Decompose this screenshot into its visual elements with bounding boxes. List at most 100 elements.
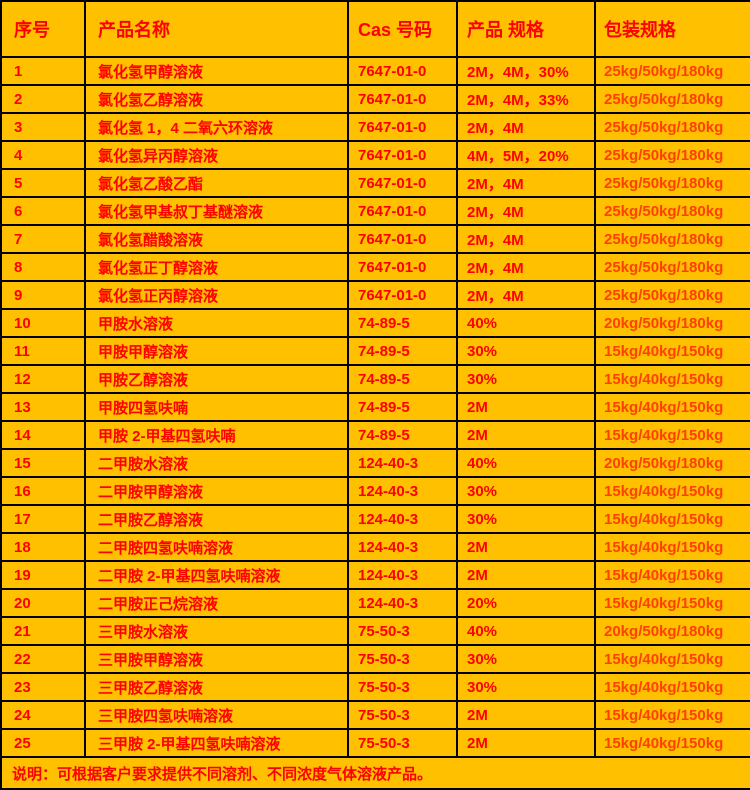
- table-row: 25 三甲胺 2-甲基四氢呋喃溶液 75-50-3 2M 15kg/40kg/150kg: [0, 728, 750, 758]
- column-header-cas: Cas 号码: [347, 0, 458, 58]
- cell-cas: 74-89-5: [347, 364, 458, 394]
- cell-cas: 7647-01-0: [347, 280, 458, 310]
- cell-package: 15kg/40kg/150kg: [594, 588, 750, 618]
- cell-seq: 2: [0, 84, 86, 114]
- cell-spec: 20%: [456, 588, 596, 618]
- cell-product-name: 氯化氢异丙醇溶液: [84, 140, 349, 170]
- cell-product-name: 三甲胺四氢呋喃溶液: [84, 700, 349, 730]
- cell-product-name: 氯化氢甲醇溶液: [84, 56, 349, 86]
- column-header-product: 产品名称: [84, 0, 349, 58]
- table-row: 24 三甲胺四氢呋喃溶液 75-50-3 2M 15kg/40kg/150kg: [0, 700, 750, 730]
- cell-cas: 124-40-3: [347, 532, 458, 562]
- cell-spec: 2M，4M，33%: [456, 84, 596, 114]
- cell-cas: 7647-01-0: [347, 84, 458, 114]
- cell-cas: 7647-01-0: [347, 168, 458, 198]
- cell-product-name: 甲胺甲醇溶液: [84, 336, 349, 366]
- table-body: 1 氯化氢甲醇溶液 7647-01-0 2M，4M，30% 25kg/50kg/180k…: [0, 56, 750, 758]
- cell-package: 25kg/50kg/180kg: [594, 84, 750, 114]
- cell-seq: 12: [0, 364, 86, 394]
- cell-cas: 75-50-3: [347, 644, 458, 674]
- cell-seq: 20: [0, 588, 86, 618]
- table-row: 14 甲胺 2-甲基四氢呋喃 74-89-5 2M 15kg/40kg/150kg: [0, 420, 750, 450]
- cell-product-name: 二甲胺 2-甲基四氢呋喃溶液: [84, 560, 349, 590]
- cell-cas: 7647-01-0: [347, 224, 458, 254]
- table-row: 2 氯化氢乙醇溶液 7647-01-0 2M，4M，33% 25kg/50kg/180k…: [0, 84, 750, 114]
- cell-package: 25kg/50kg/180kg: [594, 168, 750, 198]
- cell-product-name: 甲胺乙醇溶液: [84, 364, 349, 394]
- cell-product-name: 三甲胺水溶液: [84, 616, 349, 646]
- cell-cas: 75-50-3: [347, 700, 458, 730]
- cell-seq: 9: [0, 280, 86, 310]
- table-row: 21 三甲胺水溶液 75-50-3 40% 20kg/50kg/180kg: [0, 616, 750, 646]
- cell-package: 15kg/40kg/150kg: [594, 644, 750, 674]
- cell-package: 25kg/50kg/180kg: [594, 56, 750, 86]
- cell-package: 15kg/40kg/150kg: [594, 420, 750, 450]
- cell-product-name: 氯化氢乙酸乙酯: [84, 168, 349, 198]
- cell-package: 15kg/40kg/150kg: [594, 392, 750, 422]
- cell-spec: 40%: [456, 616, 596, 646]
- cell-seq: 23: [0, 672, 86, 702]
- cell-product-name: 氯化氢乙醇溶液: [84, 84, 349, 114]
- cell-cas: 124-40-3: [347, 504, 458, 534]
- table-row: 7 氯化氢醋酸溶液 7647-01-0 2M，4M 25kg/50kg/180kg: [0, 224, 750, 254]
- table-row: 15 二甲胺水溶液 124-40-3 40% 20kg/50kg/180kg: [0, 448, 750, 478]
- cell-package: 20kg/50kg/180kg: [594, 448, 750, 478]
- cell-package: 20kg/50kg/180kg: [594, 616, 750, 646]
- cell-seq: 24: [0, 700, 86, 730]
- cell-spec: 30%: [456, 476, 596, 506]
- cell-package: 15kg/40kg/150kg: [594, 728, 750, 758]
- cell-seq: 13: [0, 392, 86, 422]
- cell-cas: 7647-01-0: [347, 196, 458, 226]
- table-row: 11 甲胺甲醇溶液 74-89-5 30% 15kg/40kg/150kg: [0, 336, 750, 366]
- table-row: 5 氯化氢乙酸乙酯 7647-01-0 2M，4M 25kg/50kg/180kg: [0, 168, 750, 198]
- table-row: 9 氯化氢正丙醇溶液 7647-01-0 2M，4M 25kg/50kg/180kg: [0, 280, 750, 310]
- cell-seq: 6: [0, 196, 86, 226]
- cell-cas: 74-89-5: [347, 308, 458, 338]
- cell-spec: 2M，4M，30%: [456, 56, 596, 86]
- cell-spec: 30%: [456, 504, 596, 534]
- cell-spec: 4M，5M，20%: [456, 140, 596, 170]
- cell-seq: 16: [0, 476, 86, 506]
- cell-spec: 2M，4M: [456, 280, 596, 310]
- cell-product-name: 二甲胺水溶液: [84, 448, 349, 478]
- cell-seq: 7: [0, 224, 86, 254]
- cell-spec: 30%: [456, 336, 596, 366]
- cell-spec: 2M: [456, 532, 596, 562]
- cell-package: 15kg/40kg/150kg: [594, 672, 750, 702]
- cell-seq: 18: [0, 532, 86, 562]
- cell-seq: 17: [0, 504, 86, 534]
- cell-cas: 124-40-3: [347, 448, 458, 478]
- cell-product-name: 甲胺 2-甲基四氢呋喃: [84, 420, 349, 450]
- cell-package: 15kg/40kg/150kg: [594, 700, 750, 730]
- cell-package: 25kg/50kg/180kg: [594, 196, 750, 226]
- cell-spec: 2M，4M: [456, 196, 596, 226]
- cell-product-name: 氯化氢 1，4 二氧六环溶液: [84, 112, 349, 142]
- table-row: 1 氯化氢甲醇溶液 7647-01-0 2M，4M，30% 25kg/50kg/180k…: [0, 56, 750, 86]
- cell-spec: 2M，4M: [456, 112, 596, 142]
- cell-spec: 2M: [456, 392, 596, 422]
- cell-package: 25kg/50kg/180kg: [594, 224, 750, 254]
- cell-seq: 14: [0, 420, 86, 450]
- cell-seq: 21: [0, 616, 86, 646]
- table-row: 4 氯化氢异丙醇溶液 7647-01-0 4M，5M，20% 25kg/50kg/180…: [0, 140, 750, 170]
- header-row: 序号 产品名称 Cas 号码 产品 规格 包装规格: [0, 0, 750, 58]
- cell-product-name: 二甲胺正己烷溶液: [84, 588, 349, 618]
- cell-seq: 25: [0, 728, 86, 758]
- table-row: 23 三甲胺乙醇溶液 75-50-3 30% 15kg/40kg/150kg: [0, 672, 750, 702]
- cell-package: 15kg/40kg/150kg: [594, 532, 750, 562]
- cell-cas: 7647-01-0: [347, 140, 458, 170]
- cell-spec: 30%: [456, 672, 596, 702]
- footer-row: 说明：可根据客户要求提供不同溶剂、不同浓度气体溶液产品。: [0, 756, 750, 790]
- cell-seq: 10: [0, 308, 86, 338]
- cell-product-name: 氯化氢正丁醇溶液: [84, 252, 349, 282]
- cell-seq: 1: [0, 56, 86, 86]
- cell-product-name: 氯化氢醋酸溶液: [84, 224, 349, 254]
- cell-product-name: 二甲胺乙醇溶液: [84, 504, 349, 534]
- cell-seq: 19: [0, 560, 86, 590]
- cell-spec: 2M，4M: [456, 224, 596, 254]
- cell-seq: 5: [0, 168, 86, 198]
- cell-cas: 75-50-3: [347, 728, 458, 758]
- cell-seq: 4: [0, 140, 86, 170]
- cell-spec: 2M: [456, 560, 596, 590]
